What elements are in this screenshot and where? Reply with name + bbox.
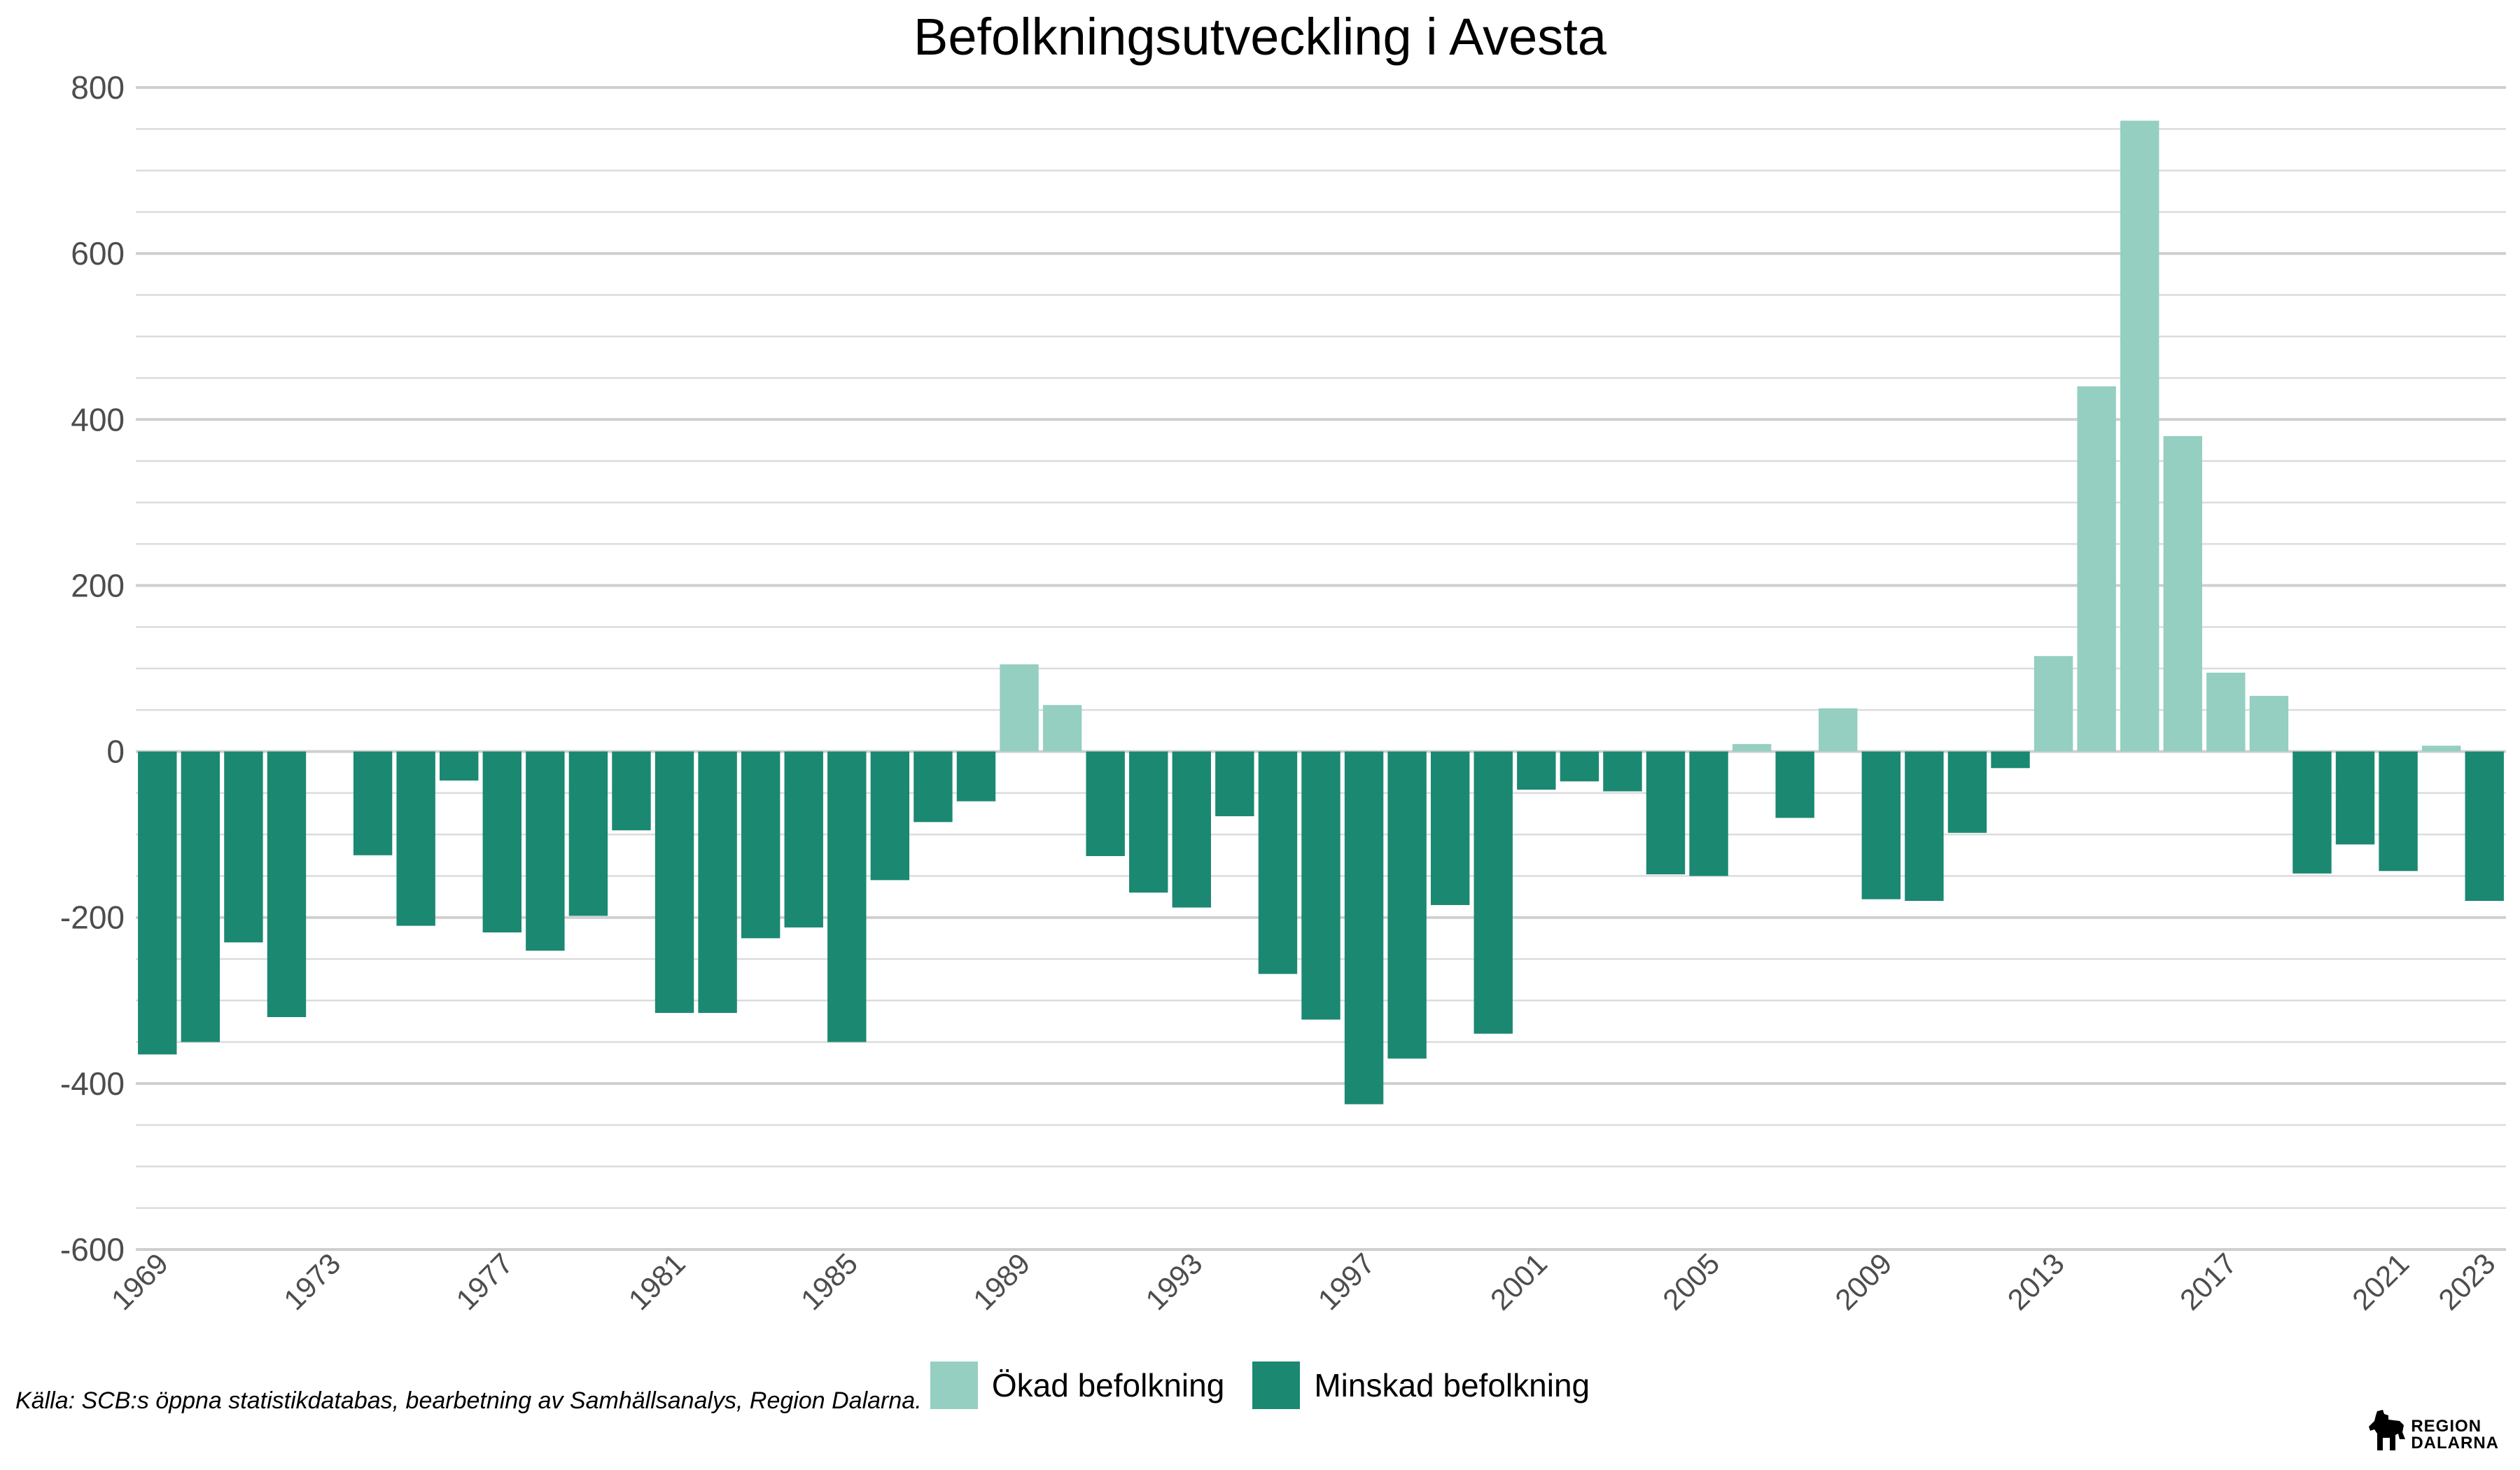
legend-label-increase: Ökad befolkning xyxy=(991,1367,1225,1404)
legend-item-increase: Ökad befolkning xyxy=(930,1362,1224,1409)
bar-1987 xyxy=(913,751,953,822)
bar-1981 xyxy=(654,751,694,1014)
bar-1977 xyxy=(482,751,522,933)
x-tick-label: 1981 xyxy=(622,1247,692,1316)
bar-1982 xyxy=(698,751,737,1014)
bar-1994 xyxy=(1215,751,1254,817)
bar-2006 xyxy=(1732,743,1772,752)
bar-1978 xyxy=(526,751,565,951)
source-note: Källa: SCB:s öppna statistikdatabas, bea… xyxy=(15,1387,922,1414)
bar-1990 xyxy=(1042,705,1082,752)
bar-1991 xyxy=(1086,751,1125,856)
y-tick-label: -600 xyxy=(60,1231,125,1268)
bar-1972 xyxy=(267,751,307,1017)
x-tick-label: 1989 xyxy=(967,1247,1036,1316)
bar-1969 xyxy=(138,751,177,1055)
bar-2017 xyxy=(2206,672,2246,752)
bar-1983 xyxy=(741,751,780,939)
x-tick-label: 2013 xyxy=(2001,1247,2071,1316)
bar-1993 xyxy=(1172,751,1212,908)
y-tick-label: 0 xyxy=(106,734,125,770)
bar-2019 xyxy=(2292,751,2332,874)
legend-swatch-decrease xyxy=(1252,1362,1301,1409)
bar-2011 xyxy=(1947,751,1987,833)
bar-1986 xyxy=(870,751,910,881)
bar-1995 xyxy=(1258,751,1298,974)
bar-1996 xyxy=(1301,751,1340,1020)
bar-1971 xyxy=(224,751,263,943)
bars xyxy=(138,120,2504,1105)
bar-1975 xyxy=(396,751,435,926)
logo-text-line2: DALARNA xyxy=(2411,1434,2499,1452)
bar-1988 xyxy=(956,751,996,802)
logo-text-line1: REGION xyxy=(2411,1417,2482,1436)
x-tick-label: 2001 xyxy=(1484,1247,1553,1316)
y-axis: -600 -400 -200 0 200 400 600 800 xyxy=(60,69,125,1268)
dala-horse-icon xyxy=(2369,1410,2406,1450)
chart: Befolkningsutveckling i Avesta -600-400-… xyxy=(60,8,2506,1316)
legend-item-decrease: Minskad befolkning xyxy=(1252,1362,1590,1409)
bar-1970 xyxy=(181,751,220,1042)
bar-2009 xyxy=(1861,751,1901,899)
bar-2015 xyxy=(2120,120,2160,752)
bar-2001 xyxy=(1517,751,1556,790)
chart-title: Befolkningsutveckling i Avesta xyxy=(913,8,1607,66)
bar-2018 xyxy=(2249,696,2289,752)
region-dalarna-logo: REGION DALARNA xyxy=(2367,1408,2499,1452)
x-tick-label: 2017 xyxy=(2174,1247,2243,1316)
x-axis: 1969 1973 1977 1981 1985 1989 1993 1997 2001 2005… xyxy=(105,1247,2502,1316)
bar-2021 xyxy=(2379,751,2418,872)
bar-2010 xyxy=(1905,751,1944,901)
bar-2003 xyxy=(1603,751,1642,792)
y-tick-label: -400 xyxy=(60,1065,125,1102)
bar-1979 xyxy=(568,751,608,916)
bar-1997 xyxy=(1344,751,1384,1105)
bar-2000 xyxy=(1474,751,1513,1034)
bar-2023 xyxy=(2465,751,2504,901)
bar-1984 xyxy=(784,751,823,927)
bar-2007 xyxy=(1775,751,1814,818)
x-tick-label: 1977 xyxy=(449,1247,519,1316)
x-tick-label: 2023 xyxy=(2432,1247,2501,1316)
bar-1999 xyxy=(1430,751,1470,905)
bar-1989 xyxy=(1000,664,1039,752)
bar-2002 xyxy=(1560,751,1600,782)
bar-1992 xyxy=(1129,751,1168,893)
x-tick-label: 1973 xyxy=(277,1247,346,1316)
x-tick-label: 1993 xyxy=(1139,1247,1208,1316)
bar-2016 xyxy=(2163,436,2202,752)
bar-1998 xyxy=(1387,751,1427,1059)
y-tick-label: 800 xyxy=(71,69,125,106)
bar-1976 xyxy=(440,751,479,781)
legend: Ökad befolkning Minskad befolkning xyxy=(0,1362,2520,1409)
legend-swatch-increase xyxy=(930,1362,978,1409)
bar-2012 xyxy=(1991,751,2030,769)
bar-1980 xyxy=(612,751,651,831)
bar-2020 xyxy=(2335,751,2375,845)
bar-2004 xyxy=(1646,751,1686,875)
x-tick-label: 2021 xyxy=(2346,1247,2415,1316)
bar-2008 xyxy=(1819,708,1858,752)
bar-2005 xyxy=(1689,751,1728,876)
bar-2014 xyxy=(2077,386,2116,752)
bar-2013 xyxy=(2033,656,2073,752)
bar-2022 xyxy=(2421,746,2461,752)
y-tick-label: -200 xyxy=(60,899,125,936)
x-tick-label: 2005 xyxy=(1656,1247,1726,1316)
y-tick-label: 400 xyxy=(71,401,125,438)
x-tick-label: 1985 xyxy=(794,1247,864,1316)
y-tick-label: 200 xyxy=(71,567,125,603)
x-tick-label: 1997 xyxy=(1312,1247,1381,1316)
legend-label-decrease: Minskad befolkning xyxy=(1314,1367,1590,1404)
bar-1985 xyxy=(827,751,867,1042)
y-tick-label: 600 xyxy=(71,235,125,272)
bar-1974 xyxy=(353,751,393,855)
x-tick-label: 2009 xyxy=(1828,1247,1898,1316)
